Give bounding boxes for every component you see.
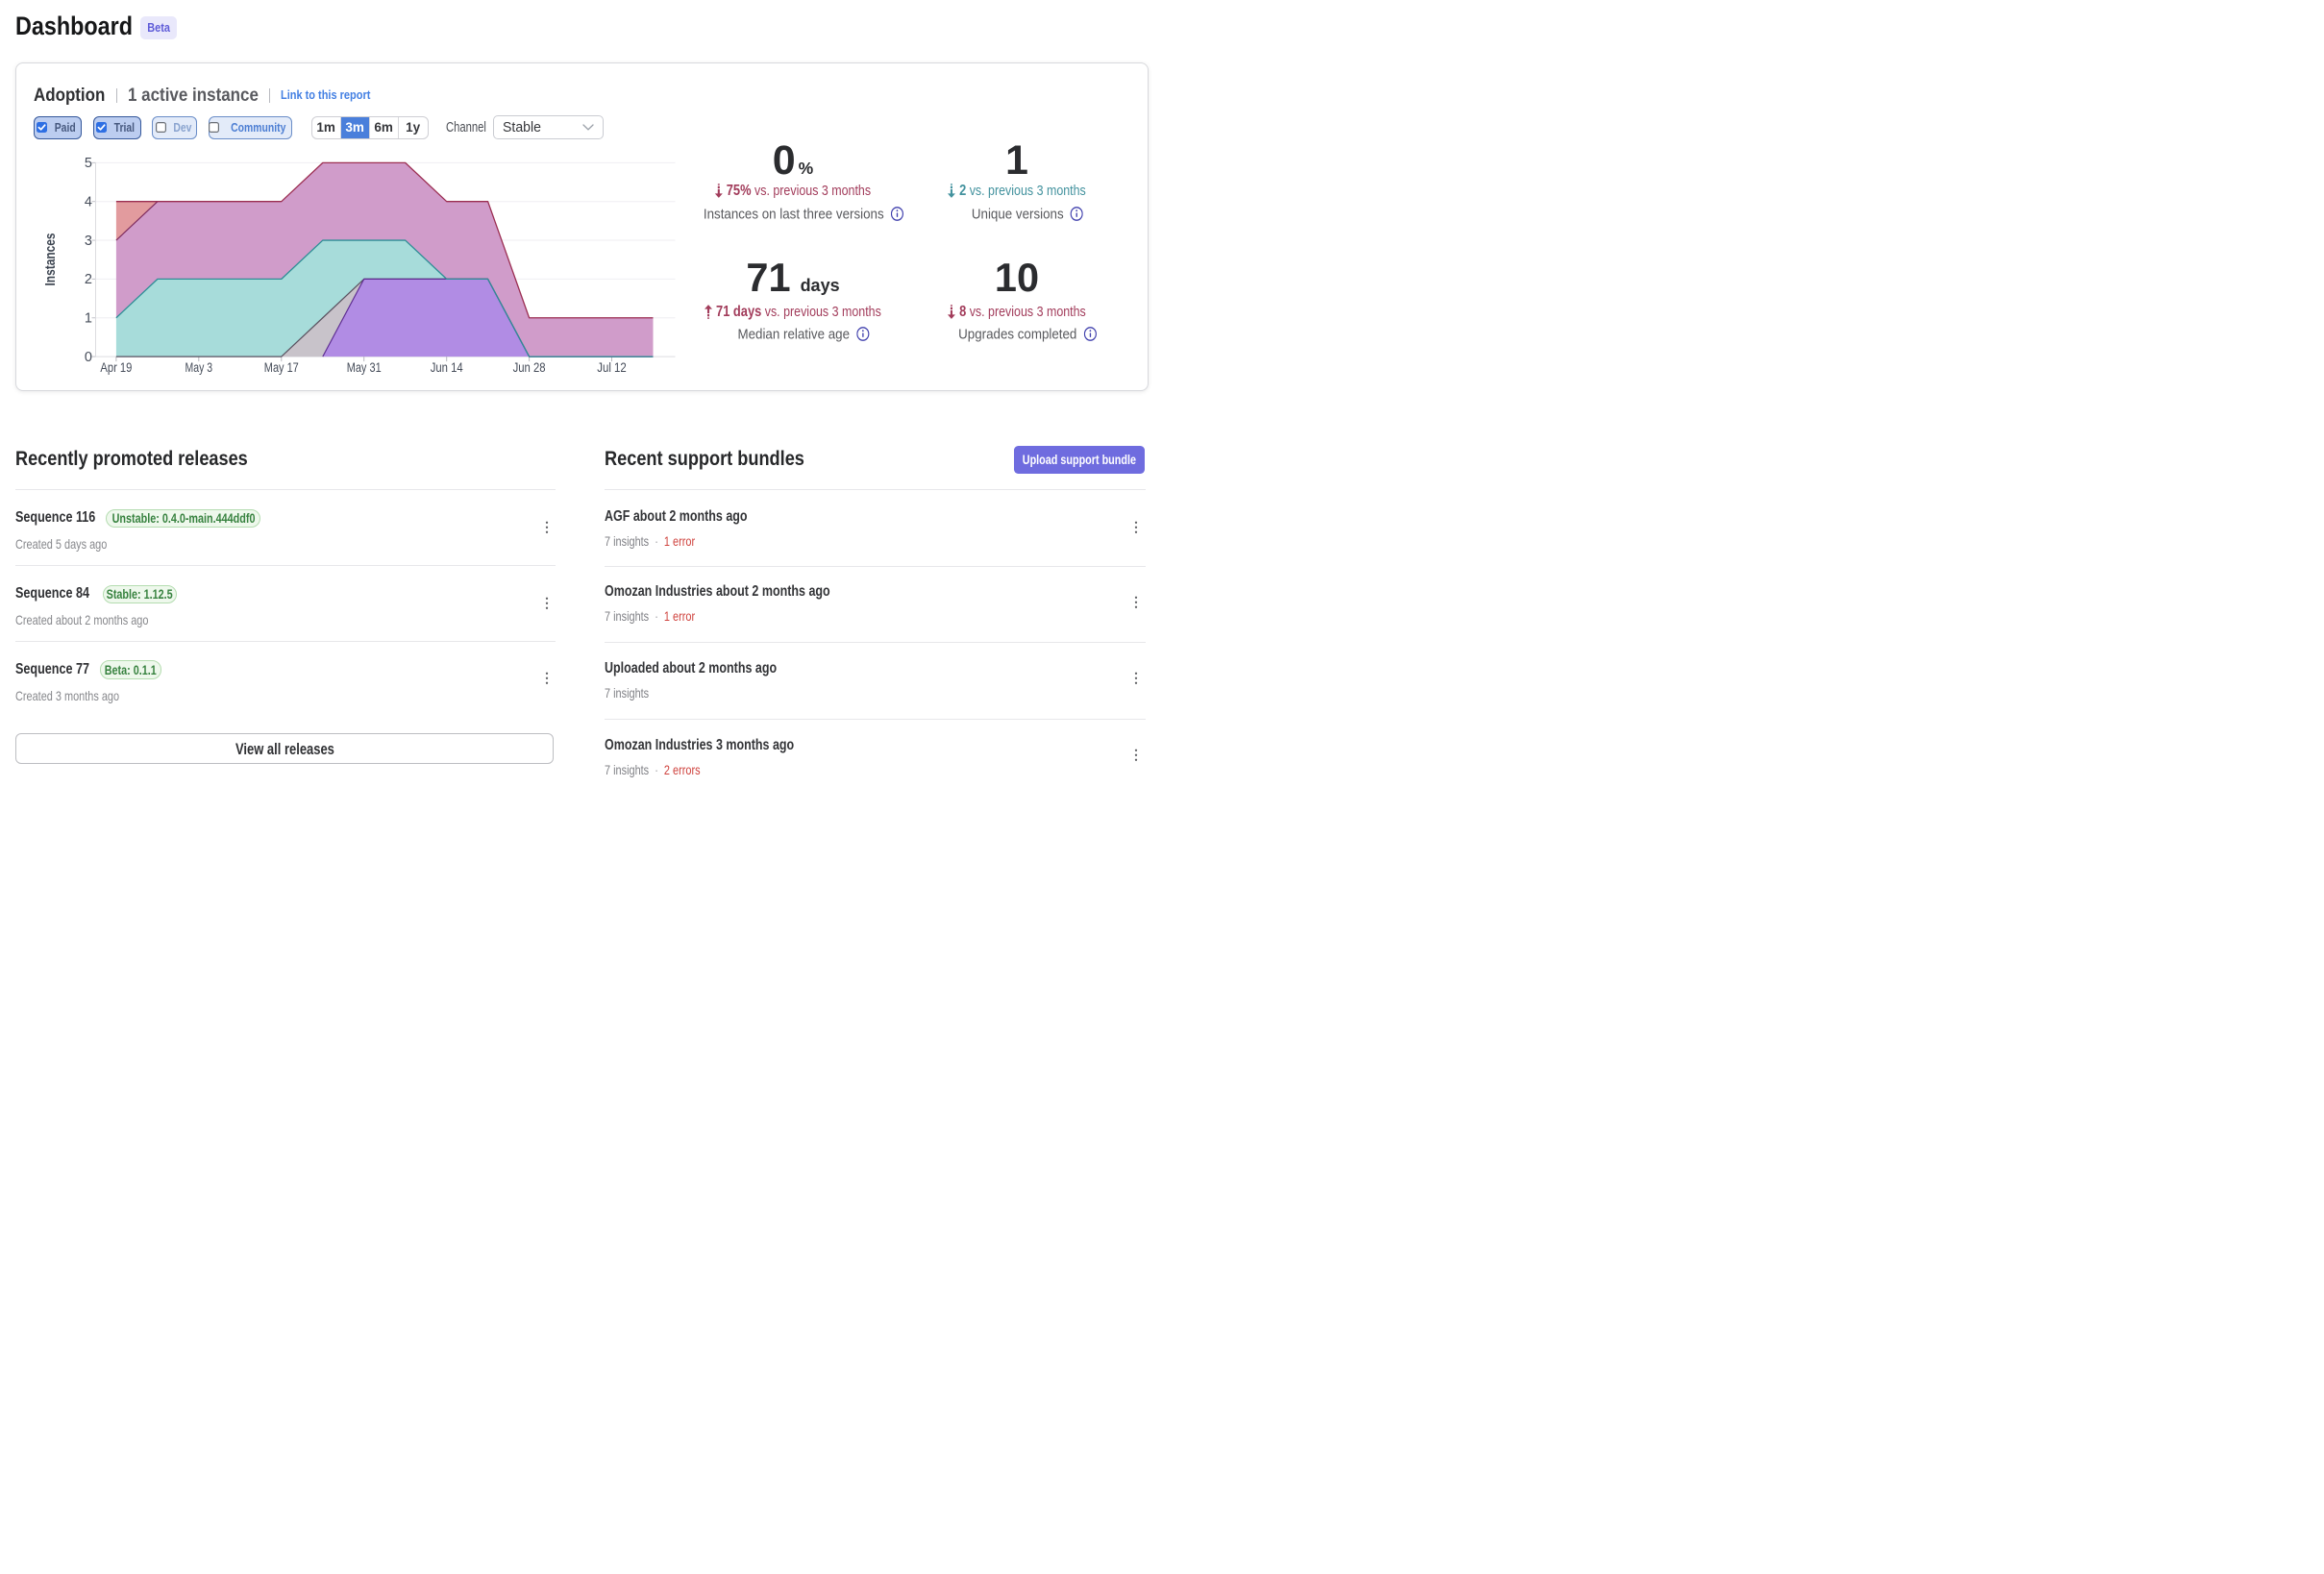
svg-text:May 31: May 31: [346, 359, 381, 374]
svg-text:May 17: May 17: [263, 359, 298, 374]
svg-text:3: 3: [84, 233, 91, 248]
svg-text:0: 0: [84, 349, 91, 364]
svg-text:Jun 28: Jun 28: [512, 359, 545, 374]
svg-text:May 3: May 3: [185, 359, 212, 374]
svg-text:4: 4: [84, 194, 91, 209]
svg-text:Jul 12: Jul 12: [597, 359, 627, 374]
svg-text:5: 5: [84, 156, 91, 171]
svg-text:Jun 14: Jun 14: [430, 359, 462, 374]
svg-text:2: 2: [84, 272, 91, 287]
svg-text:Instances: Instances: [41, 233, 58, 285]
svg-text:1: 1: [84, 310, 91, 326]
svg-text:Apr 19: Apr 19: [100, 359, 132, 374]
